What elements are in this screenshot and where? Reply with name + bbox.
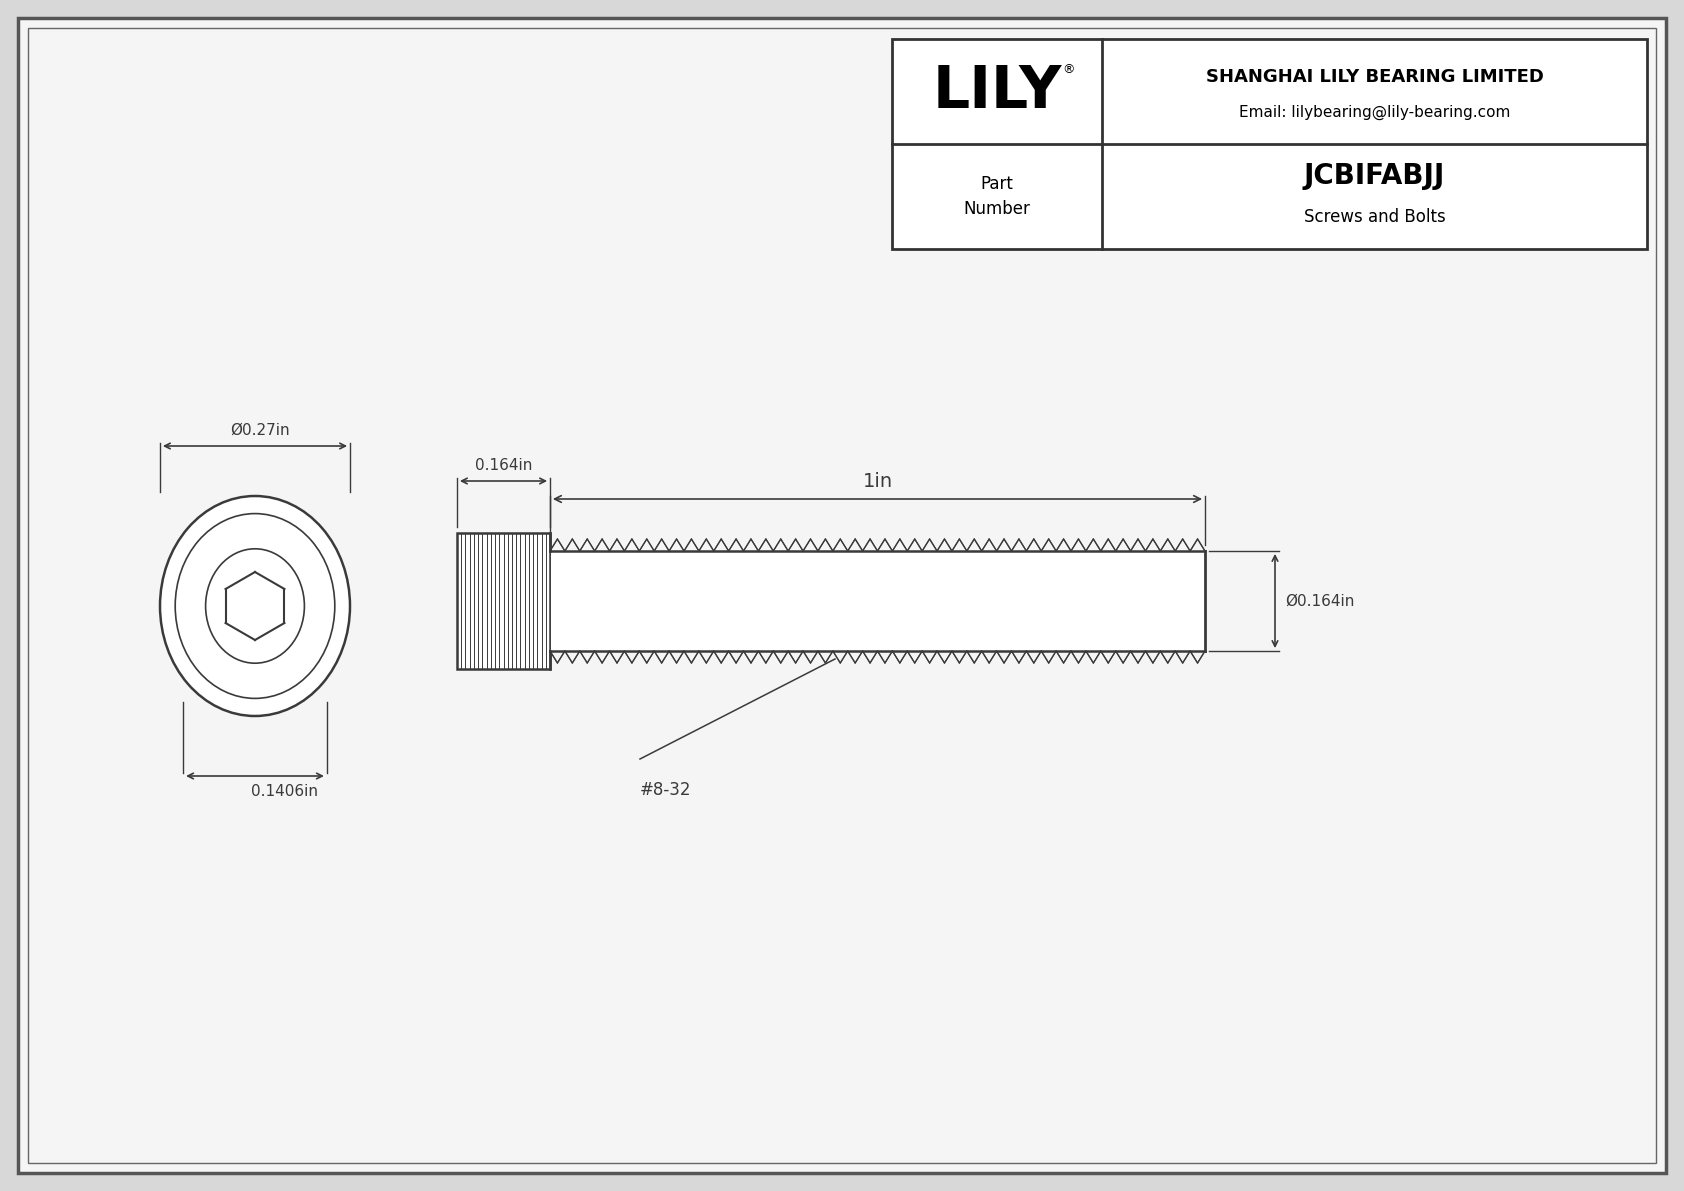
Text: ®: ® [1063, 63, 1076, 76]
Text: LILY: LILY [933, 63, 1061, 120]
Bar [551, 551, 1206, 651]
Text: Ø0.164in: Ø0.164in [1285, 593, 1354, 609]
Text: SHANGHAI LILY BEARING LIMITED: SHANGHAI LILY BEARING LIMITED [1206, 68, 1544, 86]
Text: 0.164in: 0.164in [475, 459, 532, 473]
Ellipse shape [160, 495, 350, 716]
Text: #8-32: #8-32 [640, 781, 692, 799]
Text: 1in: 1in [862, 472, 893, 491]
Text: 0.1406in: 0.1406in [251, 784, 318, 799]
Text: Ø0.27in: Ø0.27in [231, 423, 290, 438]
Text: Part
Number: Part Number [963, 175, 1031, 218]
Bar [456, 534, 551, 669]
Text: Email: lilybearing@lily-bearing.com: Email: lilybearing@lily-bearing.com [1239, 105, 1511, 120]
Bar [456, 534, 551, 669]
Text: JCBIFABJJ: JCBIFABJJ [1303, 162, 1445, 189]
Text: Screws and Bolts: Screws and Bolts [1303, 208, 1445, 226]
Bar [893, 39, 1647, 249]
